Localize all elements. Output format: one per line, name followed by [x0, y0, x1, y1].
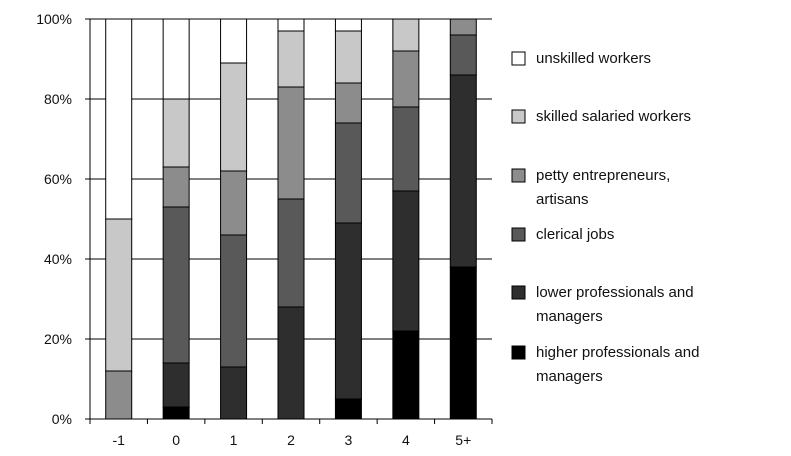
bar-segment	[449, 34, 477, 76]
x-tick-label: 2	[287, 432, 295, 448]
legend-label: skilled salaried workers	[536, 108, 691, 125]
y-tick-labels: 0% 20% 40% 60% 80% 100%	[36, 11, 72, 427]
bar-segment	[105, 370, 133, 420]
bar-segment	[277, 198, 305, 308]
bar-segment	[220, 170, 248, 236]
legend-label: clerical jobs	[536, 226, 614, 243]
bar-segment	[220, 366, 248, 420]
bar-segment	[220, 18, 248, 64]
bar-segment	[449, 74, 477, 268]
bar-segment	[392, 18, 420, 52]
bar-segment	[162, 406, 190, 420]
bar-segment	[392, 330, 420, 420]
bar-segment	[392, 190, 420, 332]
y-tick-label: 0%	[52, 411, 72, 427]
x-tick-label: 0	[172, 432, 180, 448]
legend-swatch	[511, 285, 526, 300]
bar-segment	[277, 306, 305, 420]
bar-segment	[162, 98, 190, 168]
x-tick-labels: -1 0 1 2 3 4 5+	[112, 432, 471, 448]
y-tick-label: 40%	[44, 251, 72, 267]
bar-segment	[105, 18, 133, 220]
x-tick-label: 5+	[455, 432, 471, 448]
bar-segment	[277, 86, 305, 200]
bars	[105, 18, 477, 420]
y-tick-label: 100%	[36, 11, 72, 27]
legend-swatch	[511, 168, 526, 183]
legend-swatch	[511, 227, 526, 242]
legend-label: higher professionals and managers	[536, 344, 699, 385]
y-tick-label: 80%	[44, 91, 72, 107]
legend-label: unskilled workers	[536, 50, 651, 67]
bar-segment	[334, 122, 362, 224]
bar-segment	[162, 166, 190, 208]
y-tick-label: 20%	[44, 331, 72, 347]
x-tick-label: -1	[112, 432, 125, 448]
y-tick-label: 60%	[44, 171, 72, 187]
axes	[85, 18, 493, 424]
legend-swatch	[511, 51, 526, 66]
bar-segment	[449, 266, 477, 420]
bar-segment	[105, 218, 133, 372]
bar-segment	[334, 18, 362, 32]
legend-label: petty entrepreneurs, artisans	[536, 167, 670, 208]
bar-segment	[334, 82, 362, 124]
bar-segment	[449, 18, 477, 36]
legend: unskilled workers skilled salaried worker…	[511, 50, 699, 385]
legend-swatch	[511, 109, 526, 124]
x-tick-label: 4	[402, 432, 410, 448]
bar-segment	[162, 362, 190, 408]
legend-swatch	[511, 345, 526, 360]
bar-segment	[334, 398, 362, 420]
bar-segment	[277, 30, 305, 88]
x-tick-label: 3	[345, 432, 353, 448]
bar-segment	[334, 30, 362, 84]
bar-segment	[392, 50, 420, 108]
bar-segment	[277, 18, 305, 32]
bar-segment	[162, 206, 190, 364]
x-tick-label: 1	[230, 432, 238, 448]
bar-segment	[334, 222, 362, 400]
bar-segment	[162, 18, 190, 100]
bar-segment	[220, 234, 248, 368]
legend-label: lower professionals and managers	[536, 284, 694, 325]
bar-segment	[392, 106, 420, 192]
bar-segment	[220, 62, 248, 172]
